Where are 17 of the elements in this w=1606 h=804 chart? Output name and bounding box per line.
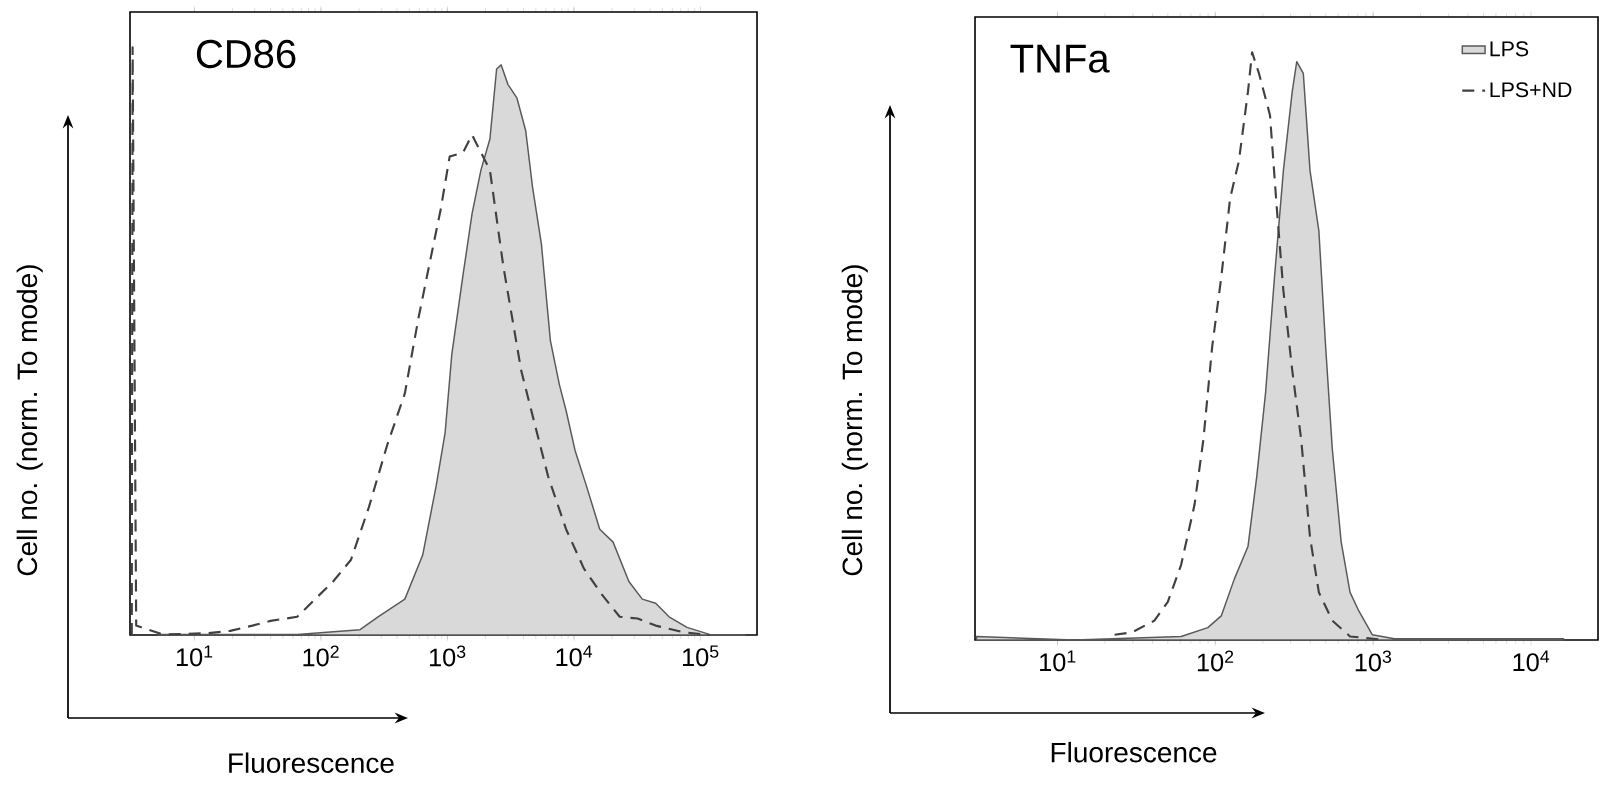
- x-tick-label: 10$^{3}$: [1355, 650, 1392, 672]
- x-tick-label: 10$^{3}$: [429, 645, 466, 667]
- x-tick-label: 10$^{2}$: [303, 645, 339, 667]
- chart-title: CD86: [196, 39, 296, 69]
- y-axis-title: Cell no. (norm. To mode): [16, 265, 43, 576]
- x-tick-label: 10$^{4}$: [1513, 650, 1550, 672]
- x-tick-label: 10$^{4}$: [556, 645, 593, 667]
- legend-label: LPS: [1490, 41, 1529, 57]
- x-tick-label: 10$^{1}$: [1040, 650, 1076, 672]
- x-tick-label: 10$^{1}$: [176, 645, 213, 667]
- x-axis-title: Fluorescence: [1051, 741, 1217, 763]
- legend-label: LPS+ND: [1490, 82, 1572, 98]
- x-tick-label: 10$^{5}$: [683, 645, 719, 667]
- x-tick-label: 10$^{2}$: [1197, 650, 1234, 672]
- chart-title: TNFa: [1010, 44, 1110, 73]
- x-axis-title: Fluorescence: [229, 752, 394, 773]
- y-axis-title: Cell no. (norm. To mode): [841, 265, 868, 576]
